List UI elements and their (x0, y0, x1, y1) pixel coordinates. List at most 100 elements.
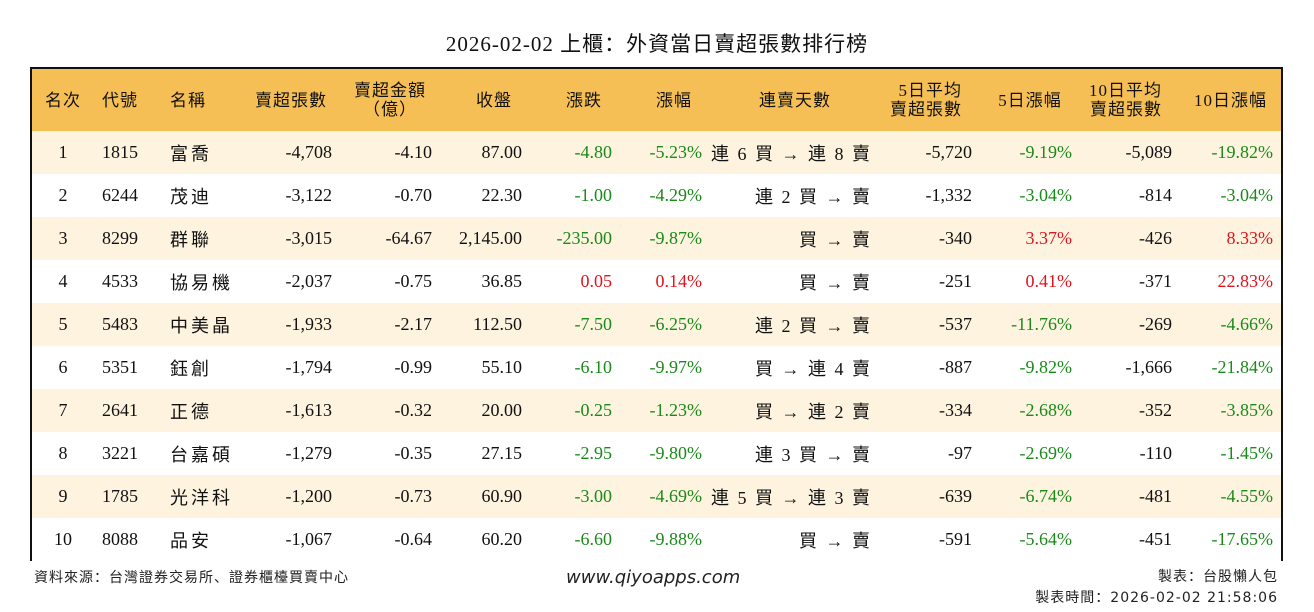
cell-pct5: -9.19% (1019, 142, 1073, 162)
cell-name: 鈺創 (170, 358, 212, 379)
cell-close: 36.85 (481, 271, 523, 291)
cell-rank: 4 (58, 271, 68, 291)
cell-net-sell: -3,122 (285, 185, 333, 205)
cell-close: 60.20 (481, 529, 523, 549)
cell-name: 茂迪 (170, 186, 212, 207)
cell-streak: 連 2 買 → 賣 (755, 186, 872, 207)
cell-pct5: -2.69% (1019, 443, 1073, 463)
header-label: 名稱 (170, 90, 206, 110)
cell-avg10: -451 (1139, 529, 1172, 549)
table-row[interactable]: 3 8299 群聯 -3,015 -64.67 2,145.00 -235.00 -9.87%… (32, 217, 1281, 260)
header-close: 收盤 (440, 69, 530, 131)
cell-code: 3221 (102, 443, 138, 463)
cell-avg5: -340 (939, 228, 972, 248)
cell-pct10: -4.55% (1220, 486, 1274, 506)
header-label-line2: 賣超張數 (890, 100, 962, 119)
header-label: 連賣天數 (759, 90, 831, 110)
cell-change: -0.25 (574, 400, 613, 420)
cell-rank: 2 (58, 185, 68, 205)
header-label: 10日漲幅 (1194, 90, 1267, 110)
cell-amount: -2.17 (394, 314, 433, 334)
cell-code: 4533 (102, 271, 138, 291)
table-row[interactable]: 8 3221 台嘉碩 -1,279 -0.35 27.15 -2.95 -9.80% 連 3 買… (32, 432, 1281, 475)
header-label: 名次 (45, 90, 81, 110)
cell-streak: 買 → 賣 (799, 530, 872, 551)
cell-change: -3.00 (574, 486, 613, 506)
table-row[interactable]: 9 1785 光洋科 -1,200 -0.73 60.90 -3.00 -4.69% 連 5 買… (32, 475, 1281, 518)
cell-avg5: -334 (939, 400, 972, 420)
cell-change-pct: -5.23% (649, 142, 703, 162)
cell-amount: -0.73 (394, 486, 433, 506)
cell-change-pct: -6.25% (649, 314, 703, 334)
header-pct5: 5日漲幅 (980, 69, 1080, 131)
cell-streak: 買 → 賣 (799, 272, 872, 293)
cell-rank: 5 (58, 314, 68, 334)
header-name: 名稱 (162, 69, 242, 131)
table-row[interactable]: 6 5351 鈺創 -1,794 -0.99 55.10 -6.10 -9.97% 買 → 連 … (32, 346, 1281, 389)
cell-net-sell: -1,613 (285, 400, 333, 420)
header-code: 代號 (94, 69, 162, 131)
cell-rank: 6 (58, 357, 68, 377)
website-link[interactable]: www.qiyoapps.com (566, 567, 741, 588)
cell-change: -1.00 (574, 185, 613, 205)
cell-close: 22.30 (481, 185, 523, 205)
cell-change-pct: -4.29% (649, 185, 703, 205)
cell-streak: 連 6 買 → 連 8 賣 (711, 143, 872, 164)
footer-credits: 製表：台股懶人包 製表時間：2026-02-02 21:58:06 (1035, 567, 1278, 609)
cell-rank: 8 (58, 443, 68, 463)
table-row[interactable]: 10 8088 品安 -1,067 -0.64 60.20 -6.60 -9.88% 買 → 賣… (32, 518, 1281, 561)
cell-code: 1785 (102, 486, 138, 506)
table-row[interactable]: 2 6244 茂迪 -3,122 -0.70 22.30 -1.00 -4.29% 連 2 買 … (32, 174, 1281, 217)
header-avg10: 10日平均 賣超張數 (1080, 69, 1180, 131)
cell-pct5: -6.74% (1019, 486, 1073, 506)
cell-pct10: -4.66% (1220, 314, 1274, 334)
cell-rank: 10 (54, 529, 72, 549)
cell-net-sell: -1,279 (285, 443, 333, 463)
cell-change: -235.00 (556, 228, 613, 248)
cell-change: -6.10 (574, 357, 613, 377)
cell-rank: 7 (58, 400, 68, 420)
cell-change: 0.05 (580, 271, 613, 291)
cell-avg10: -481 (1139, 486, 1172, 506)
cell-change-pct: -4.69% (649, 486, 703, 506)
cell-close: 2,145.00 (459, 228, 522, 248)
cell-name: 正德 (170, 401, 212, 422)
cell-net-sell: -1,067 (285, 529, 333, 549)
cell-amount: -0.35 (394, 443, 433, 463)
cell-pct10: -19.82% (1211, 142, 1274, 162)
cell-name: 光洋科 (170, 487, 233, 508)
header-label: 漲幅 (656, 90, 692, 110)
cell-pct5: -3.04% (1019, 185, 1073, 205)
cell-change: -4.80 (574, 142, 613, 162)
cell-name: 群聯 (170, 229, 212, 250)
cell-avg5: -5,720 (925, 142, 973, 162)
cell-pct5: -11.76% (1011, 314, 1072, 334)
table-row[interactable]: 1 1815 富喬 -4,708 -4.10 87.00 -4.80 -5.23% 連 6 買 … (32, 131, 1281, 174)
header-rank: 名次 (32, 69, 94, 131)
cell-close: 60.90 (481, 486, 523, 506)
cell-streak: 連 5 買 → 連 3 賣 (711, 487, 872, 508)
cell-streak: 買 → 連 4 賣 (755, 358, 872, 379)
cell-pct5: -2.68% (1019, 400, 1073, 420)
table-row[interactable]: 7 2641 正德 -1,613 -0.32 20.00 -0.25 -1.23% 買 → 連 … (32, 389, 1281, 432)
cell-change-pct: 0.14% (655, 271, 703, 291)
cell-amount: -0.99 (394, 357, 433, 377)
cell-avg10: -352 (1139, 400, 1172, 420)
cell-pct5: 0.41% (1025, 271, 1073, 291)
table-row[interactable]: 5 5483 中美晶 -1,933 -2.17 112.50 -7.50 -6.25% 連 2 … (32, 303, 1281, 346)
cell-avg5: -591 (939, 529, 972, 549)
table-row[interactable]: 4 4533 協易機 -2,037 -0.75 36.85 0.05 0.14% 買 → 賣 -2… (32, 260, 1281, 303)
cell-pct10: -21.84% (1211, 357, 1274, 377)
cell-streak: 連 2 買 → 賣 (755, 315, 872, 336)
cell-pct10: -1.45% (1220, 443, 1274, 463)
page-title: 2026-02-02 上櫃：外資當日賣超張數排行榜 (445, 32, 869, 56)
generated-time: 製表時間：2026-02-02 21:58:06 (1035, 590, 1278, 606)
header-change: 漲跌 (530, 69, 620, 131)
cell-amount: -0.64 (394, 529, 433, 549)
cell-rank: 1 (58, 142, 68, 162)
cell-avg5: -1,332 (925, 185, 973, 205)
header-label: 收盤 (476, 90, 512, 110)
cell-amount: -64.67 (385, 228, 433, 248)
cell-rank: 9 (58, 486, 68, 506)
cell-change: -6.60 (574, 529, 613, 549)
